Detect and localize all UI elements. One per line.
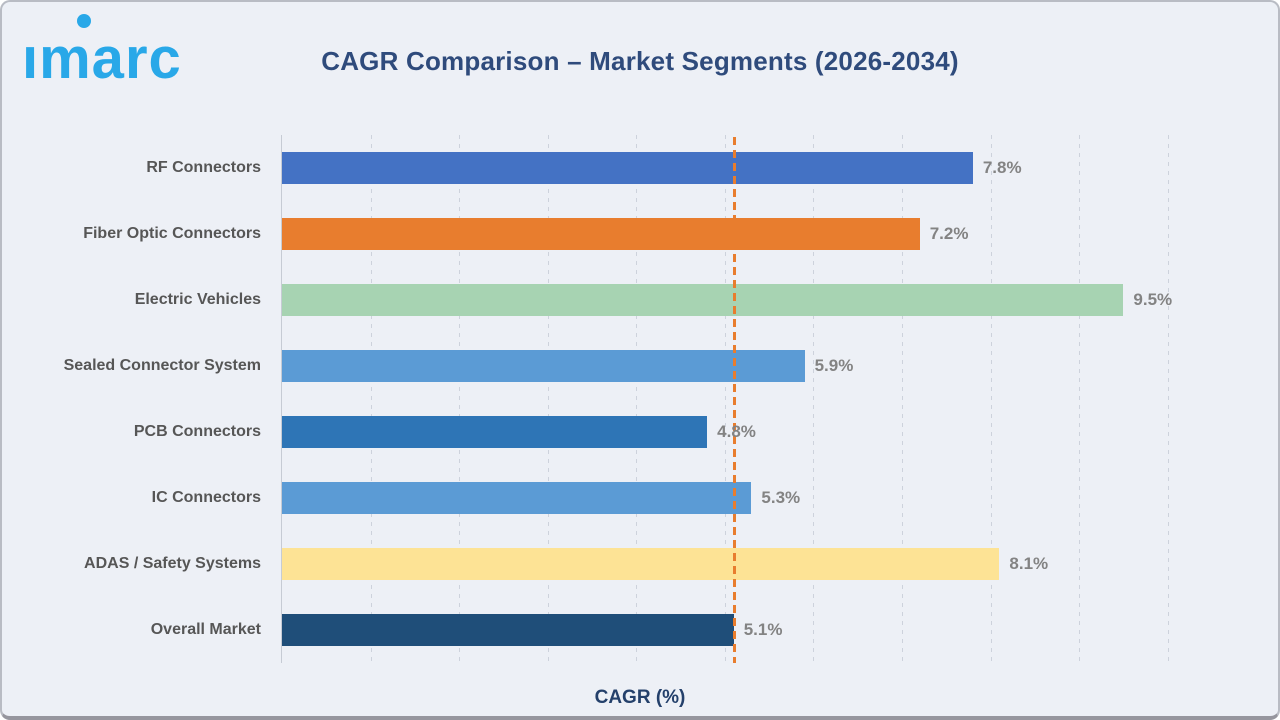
gridline — [636, 135, 638, 663]
value-label: 8.1% — [1009, 554, 1049, 573]
bar — [282, 548, 1000, 580]
value-label: 7.2% — [929, 224, 969, 243]
gridline — [902, 135, 903, 663]
gridline — [547, 135, 549, 663]
bar — [282, 218, 920, 250]
bar-row: RF Connectors 7.8% — [2, 135, 1278, 201]
bar — [282, 284, 1124, 316]
logo-dot-icon — [77, 14, 91, 28]
category-label: Sealed Connector System — [63, 357, 261, 374]
value-label: 5.1% — [743, 620, 783, 639]
bar-row: ADAS / Safety Systems 8.1% — [2, 531, 1278, 597]
value-label: 5.3% — [761, 488, 801, 507]
logo-text: ımarc — [22, 26, 182, 91]
value-label: 7.8% — [982, 158, 1022, 177]
bar — [282, 350, 805, 382]
category-label: Electric Vehicles — [134, 291, 261, 308]
gridline — [813, 135, 815, 663]
category-label: RF Connectors — [146, 159, 261, 176]
reference-line — [732, 137, 736, 663]
x-axis-label: CAGR (%) — [594, 687, 686, 708]
bar-row: IC Connectors 5.3% — [2, 465, 1278, 531]
bar-row: Fiber Optic Connectors 7.2% — [2, 201, 1278, 267]
chart-title: CAGR Comparison – Market Segments (2026-… — [321, 46, 959, 76]
bar — [282, 416, 708, 448]
bar-row: Sealed Connector System 5.9% — [2, 333, 1278, 399]
plot-area — [281, 135, 1242, 663]
category-label: ADAS / Safety Systems — [84, 555, 261, 572]
value-label: 5.9% — [814, 356, 854, 375]
bar-row: Electric Vehicles 9.5% — [2, 267, 1278, 333]
category-label: Overall Market — [150, 621, 261, 638]
gridline — [459, 135, 461, 663]
bar-row: PCB Connectors 4.8% — [2, 399, 1278, 465]
gridline — [724, 135, 726, 663]
value-label: 9.5% — [1133, 290, 1173, 309]
gridline — [370, 135, 372, 663]
gridline — [990, 135, 992, 663]
category-label: PCB Connectors — [133, 423, 261, 440]
bar — [282, 152, 973, 184]
category-label: Fiber Optic Connectors — [83, 225, 261, 242]
value-label: 4.8% — [717, 422, 756, 441]
bar-row: Overall Market 5.1% — [2, 597, 1278, 663]
imarc-logo: ımarc — [22, 14, 182, 88]
bar-rows: RF Connectors 7.8% Fiber Optic Connectors 7… — [2, 135, 1278, 663]
category-label: IC Connectors — [151, 489, 261, 506]
gridline — [1079, 135, 1081, 663]
bar — [282, 614, 734, 646]
gridline — [1167, 135, 1169, 663]
bar — [282, 482, 752, 514]
